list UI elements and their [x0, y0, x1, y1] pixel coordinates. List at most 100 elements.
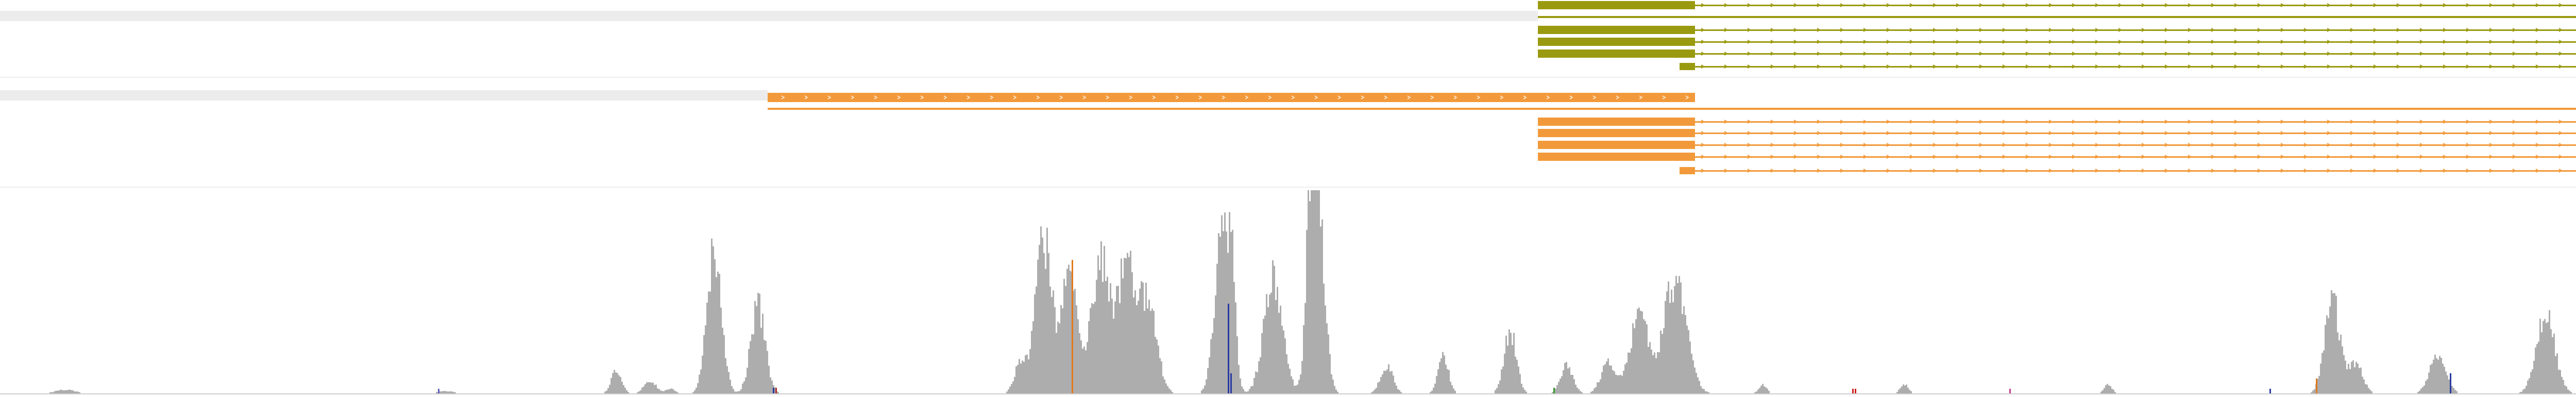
lower-feature-row[interactable]: [1538, 153, 2576, 161]
coverage-bar: [1600, 379, 1601, 394]
strand-arrow-icon: [1956, 64, 1960, 69]
exon-block[interactable]: [1538, 141, 1695, 149]
strand-arrow-icon: [1979, 120, 1983, 124]
strand-arrow-icon: [1500, 95, 1504, 100]
strand-arrow-icon: [1840, 131, 1844, 135]
exon-block[interactable]: [1680, 167, 1695, 174]
exon-block[interactable]: [768, 93, 1695, 102]
strand-arrow-icon: [2280, 52, 2284, 56]
coverage-bar: [1641, 311, 1643, 394]
strand-arrow-icon: [2211, 143, 2215, 147]
coverage-bar: [1519, 374, 1521, 394]
coverage-bar: [1042, 237, 1043, 394]
coverage-bar: [1226, 231, 1227, 394]
strand-arrow-icon: [2280, 169, 2284, 173]
coverage-bar: [651, 383, 652, 394]
coverage-bar: [641, 387, 643, 394]
strand-arrow-icon: [2303, 40, 2308, 44]
coverage-bar: [1009, 386, 1011, 394]
lower-feature-row[interactable]: [768, 93, 1695, 102]
upper-feature-row[interactable]: [1538, 26, 2576, 34]
coverage-bar: [1604, 364, 1606, 394]
coverage-bar: [1397, 389, 1399, 394]
intron-line: [1695, 29, 2576, 31]
coverage-bar: [1037, 259, 1039, 394]
upper-track[interactable]: [0, 1, 2576, 70]
coverage-bar: [2527, 380, 2529, 394]
coverage-bar: [1522, 387, 1524, 394]
coverage-bar: [609, 385, 611, 394]
lower-feature-row[interactable]: [1538, 141, 2576, 149]
coverage-bar: [2366, 385, 2368, 394]
strand-arrow-icon: [2002, 64, 2006, 69]
strand-arrow-icon: [1817, 131, 1821, 135]
upper-feature-row[interactable]: [1538, 38, 2576, 46]
coverage-bar: [1040, 226, 1042, 394]
coverage-bar: [1379, 382, 1380, 394]
lower-feature-row[interactable]: [1538, 129, 2576, 137]
coverage-bar: [1318, 190, 1320, 394]
exon-block[interactable]: [1538, 38, 1695, 46]
strand-arrow-icon: [2558, 40, 2563, 44]
lower-feature-row[interactable]: [1680, 167, 2576, 174]
coverage-bar: [699, 374, 700, 394]
strand-arrow-icon: [1662, 95, 1666, 100]
strand-arrow-icon: [1909, 169, 1913, 173]
coverage-bar: [1666, 291, 1668, 394]
coverage-bar: [2110, 386, 2111, 394]
coverage-bar: [1325, 305, 1326, 394]
upper-feature-row[interactable]: [1680, 63, 2576, 70]
coverage-bar: [2113, 389, 2114, 394]
coverage-bar: [1062, 308, 1063, 394]
upper-feature-row[interactable]: [1538, 16, 2576, 18]
coverage-bar: [2428, 372, 2430, 394]
lower-feature-row[interactable]: [1538, 118, 2576, 126]
exon-block[interactable]: [1538, 26, 1695, 34]
coverage-bar: [1578, 389, 1580, 394]
strand-arrow-icon: [1886, 143, 1890, 147]
coverage-bar: [1017, 365, 1019, 394]
strand-arrow-icon: [2535, 52, 2539, 56]
strand-arrow-icon: [2535, 120, 2539, 124]
coverage-bar: [1389, 371, 1391, 394]
exon-block[interactable]: [1538, 118, 1695, 126]
strand-arrow-icon: [1569, 95, 1573, 100]
coverage-bar: [62, 390, 63, 394]
exon-block[interactable]: [1538, 1, 1695, 9]
coverage-bar: [657, 388, 658, 394]
coverage-bar: [1501, 369, 1502, 394]
coverage-bar: [1278, 312, 1280, 394]
coverage-bar: [1236, 336, 1238, 394]
strand-arrow-icon: [2025, 64, 2029, 69]
coverage-bar: [1244, 391, 1246, 394]
coverage-track[interactable]: [0, 190, 2576, 394]
exon-block[interactable]: [1538, 129, 1695, 137]
strand-arrow-icon: [2280, 120, 2284, 124]
lower-track[interactable]: [0, 90, 2576, 174]
coverage-bar: [1663, 328, 1665, 394]
strand-arrow-icon: [1793, 131, 1798, 135]
upper-feature-row[interactable]: [1538, 1, 2576, 9]
exon-block[interactable]: [1538, 49, 1695, 58]
coverage-bar: [450, 391, 451, 394]
lower-feature-row[interactable]: [768, 108, 2576, 110]
coverage-bar: [1507, 345, 1509, 394]
exon-block[interactable]: [1680, 63, 1695, 70]
strand-arrow-icon: [1770, 143, 1774, 147]
coverage-bar: [734, 391, 736, 394]
strand-arrow-icon: [1430, 95, 1434, 100]
upper-feature-row[interactable]: [1538, 49, 2576, 58]
coverage-bar: [54, 391, 56, 394]
exon-block[interactable]: [1538, 153, 1695, 161]
coverage-bar: [733, 389, 734, 394]
strand-arrow-icon: [1863, 155, 1867, 159]
coverage-bar: [722, 327, 723, 394]
coverage-bar: [1638, 307, 1640, 394]
strand-arrow-icon: [1701, 143, 1705, 147]
coverage-bar: [757, 292, 759, 394]
coverage-bar: [1107, 276, 1108, 394]
coverage-bar: [1594, 388, 1595, 394]
coverage-bar: [1626, 362, 1628, 394]
strand-arrow-icon: [1701, 155, 1705, 159]
